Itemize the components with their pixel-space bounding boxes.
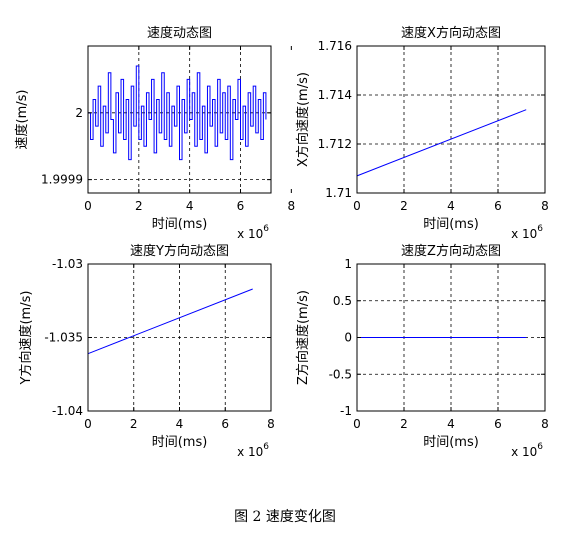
y-tick-label: 1 (344, 257, 352, 271)
x-axis-label: 时间(ms) (152, 435, 208, 450)
y-tick-label: 1.712 (318, 137, 352, 151)
x-multiplier-base: x 10 (511, 227, 537, 241)
x-multiplier-base: x 10 (511, 445, 537, 459)
x-tick-label: 2 (130, 417, 138, 431)
x-multiplier-exp: 6 (537, 224, 543, 234)
y-tick-label: -1 (340, 404, 352, 418)
x-axis-label: 时间(ms) (152, 217, 208, 232)
x-tick-label: 2 (400, 199, 408, 213)
subplot-title: 速度动态图 (147, 25, 212, 41)
x-tick-label: 2 (400, 417, 408, 431)
y-axis-label: Z方向速度(m/s) (295, 290, 311, 385)
y-tick-label: 2 (75, 106, 83, 120)
x-tick-label: 2 (135, 199, 143, 213)
y-tick-label: 1.716 (318, 39, 352, 53)
x-tick-label: 8 (541, 199, 549, 213)
y-tick-label: 1.71 (325, 186, 352, 200)
x-tick-label: 0 (84, 199, 92, 213)
subplot-title: 速度Z方向动态图 (401, 243, 501, 259)
series-line (356, 109, 527, 177)
x-tick-label: 0 (84, 417, 92, 431)
x-tick-label: 4 (176, 417, 184, 431)
figure-caption: 图 2 速度变化图 (234, 509, 336, 525)
y-axis-label: 速度(m/s) (14, 90, 30, 150)
y-tick-label: -1.035 (44, 331, 83, 345)
x-multiplier-base: x 10 (237, 445, 263, 459)
x-axis-label: 时间(ms) (423, 435, 479, 450)
subplot-title: 速度X方向动态图 (401, 25, 501, 41)
x-tick-label: 0 (353, 199, 361, 213)
x-axis-label: 时间(ms) (423, 217, 479, 232)
x-tick-label: 8 (288, 199, 296, 213)
x-tick-label: 4 (186, 199, 194, 213)
x-tick-label: 6 (237, 199, 245, 213)
x-multiplier: x 106 (511, 442, 543, 459)
x-multiplier-exp: 6 (263, 442, 269, 452)
y-tick-label: -1.03 (52, 257, 83, 271)
x-tick-label: 6 (494, 199, 502, 213)
x-tick-label: 4 (447, 417, 455, 431)
axes-frame (87, 45, 272, 194)
x-tick-label: 6 (221, 417, 229, 431)
x-multiplier-exp: 6 (263, 224, 269, 234)
x-tick-label: 0 (353, 417, 361, 431)
x-multiplier: x 106 (511, 224, 543, 241)
x-tick-label: 8 (267, 417, 275, 431)
y-tick-label: 0 (344, 331, 352, 345)
x-multiplier: x 106 (237, 442, 269, 459)
y-axis-label: X方向速度(m/s) (295, 72, 311, 167)
x-tick-label: 4 (447, 199, 455, 213)
y-tick-label: 1.714 (318, 88, 352, 102)
x-multiplier-exp: 6 (537, 442, 543, 452)
x-multiplier-base: x 10 (237, 227, 263, 241)
series-line (88, 65, 267, 161)
y-axis-label: Y方向速度(m/s) (18, 291, 34, 386)
y-tick-label: -0.5 (329, 367, 352, 381)
x-tick-label: 8 (541, 417, 549, 431)
y-tick-label: 1.9999 (41, 173, 83, 187)
y-tick-label: 0.5 (333, 294, 352, 308)
y-tick-label: -1.04 (52, 404, 83, 418)
series-line (87, 288, 253, 355)
x-tick-label: 6 (494, 417, 502, 431)
subplot-title: 速度Y方向动态图 (130, 243, 229, 259)
x-multiplier: x 106 (237, 224, 269, 241)
